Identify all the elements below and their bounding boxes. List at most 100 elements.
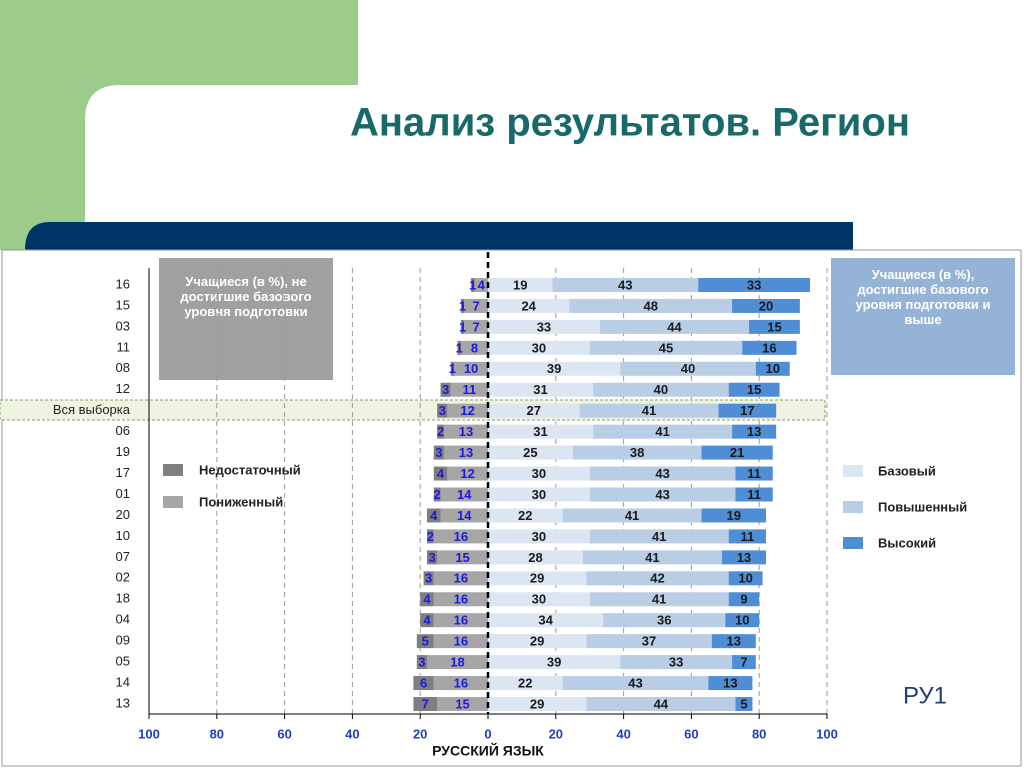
x-tick-label: 100	[816, 726, 838, 741]
data-label: 40	[681, 361, 695, 376]
data-label: 8	[471, 340, 478, 355]
data-label: 16	[454, 529, 468, 544]
bar-segment	[735, 487, 773, 502]
category-label: 13	[116, 695, 130, 710]
bar-segment	[488, 571, 587, 586]
data-label: 4	[430, 508, 438, 523]
right-box	[831, 258, 1015, 375]
data-label: 14	[457, 487, 472, 502]
legend-label: Пониженный	[199, 494, 283, 509]
data-label: 33	[669, 655, 683, 670]
data-label: 11	[747, 466, 761, 481]
bar-segment	[433, 529, 488, 544]
data-label: 10	[735, 613, 749, 628]
box-line: достигшие базового	[180, 289, 311, 304]
category-label: 05	[116, 654, 130, 669]
bar-segment	[440, 382, 451, 397]
data-label: 15	[455, 696, 469, 711]
bar-segment	[593, 424, 733, 439]
data-label: 40	[654, 382, 668, 397]
category-label: 11	[117, 339, 131, 354]
navy-bar	[25, 222, 853, 250]
bar-segment	[437, 403, 448, 418]
bar-segment	[488, 676, 563, 691]
data-label: 41	[652, 529, 666, 544]
bar-segment	[569, 298, 733, 313]
data-label: 31	[533, 382, 547, 397]
x-tick-label: 100	[138, 726, 160, 741]
bar-segment	[426, 550, 438, 565]
data-label: 41	[652, 592, 666, 607]
box-line: уровня подготовки и	[856, 297, 991, 312]
bar-segment	[589, 340, 743, 355]
data-label: 18	[450, 655, 464, 670]
bar-segment	[440, 487, 488, 502]
bar-segment	[433, 466, 448, 481]
bar-segment	[701, 445, 773, 460]
bar-segment	[728, 382, 780, 397]
bar-segment	[488, 403, 580, 418]
bar-segment	[589, 529, 729, 544]
bar-segment	[572, 445, 702, 460]
data-label: 22	[518, 675, 532, 690]
bar-segment	[708, 676, 753, 691]
bar-segment	[562, 676, 709, 691]
bar-segment	[488, 340, 590, 355]
bar-segment	[749, 319, 800, 334]
category-label: 04	[116, 612, 130, 627]
data-label: 13	[459, 424, 473, 439]
bar-segment	[447, 403, 488, 418]
box-line: Учащиеся (в %),	[872, 267, 975, 282]
data-label: 3	[442, 382, 449, 397]
data-label: 48	[643, 298, 657, 313]
data-label: 11	[462, 382, 476, 397]
legend-swatch	[843, 465, 863, 477]
data-label: 12	[460, 466, 474, 481]
data-label: 43	[655, 466, 669, 481]
data-label: 28	[528, 550, 542, 565]
category-label: 12	[116, 381, 130, 396]
data-label: 34	[538, 613, 553, 628]
bar-segment	[488, 529, 590, 544]
bar-segment	[732, 298, 800, 313]
category-label: 09	[116, 633, 130, 648]
data-label: 41	[645, 550, 659, 565]
bar-segment	[433, 592, 488, 607]
x-tick-label: 60	[277, 726, 291, 741]
data-label: 39	[547, 361, 561, 376]
data-label: 25	[523, 445, 537, 460]
data-label: 30	[532, 340, 546, 355]
data-label: 5	[422, 634, 429, 649]
data-label: 19	[513, 277, 527, 292]
bar-segment	[416, 655, 427, 670]
data-label: 4	[437, 466, 445, 481]
data-label: 45	[659, 340, 673, 355]
data-label: 39	[547, 655, 561, 670]
legend-swatch	[843, 501, 863, 513]
bar-segment	[413, 676, 434, 691]
data-label: 3	[418, 655, 425, 670]
legend-swatch	[163, 496, 183, 508]
data-label: 17	[740, 403, 754, 418]
bar-segment	[433, 676, 488, 691]
bar-segment	[426, 508, 441, 523]
data-label: 29	[530, 634, 544, 649]
bar-segment	[732, 655, 756, 670]
data-label: 31	[533, 424, 547, 439]
bar-segment	[620, 361, 756, 376]
bar-segment	[735, 697, 753, 711]
bar-segment	[725, 613, 760, 628]
data-label: 41	[655, 424, 669, 439]
data-label: 41	[642, 403, 656, 418]
legend-swatch	[163, 464, 183, 476]
data-label: 44	[654, 696, 669, 711]
data-label: 41	[625, 508, 639, 523]
data-label: 30	[532, 529, 546, 544]
data-label: 10	[738, 571, 752, 586]
bar-segment	[721, 550, 766, 565]
bar-segment	[413, 697, 438, 711]
box-line: Учащиеся (в %), не	[185, 274, 306, 289]
data-label: 13	[723, 675, 737, 690]
data-label: 30	[532, 592, 546, 607]
